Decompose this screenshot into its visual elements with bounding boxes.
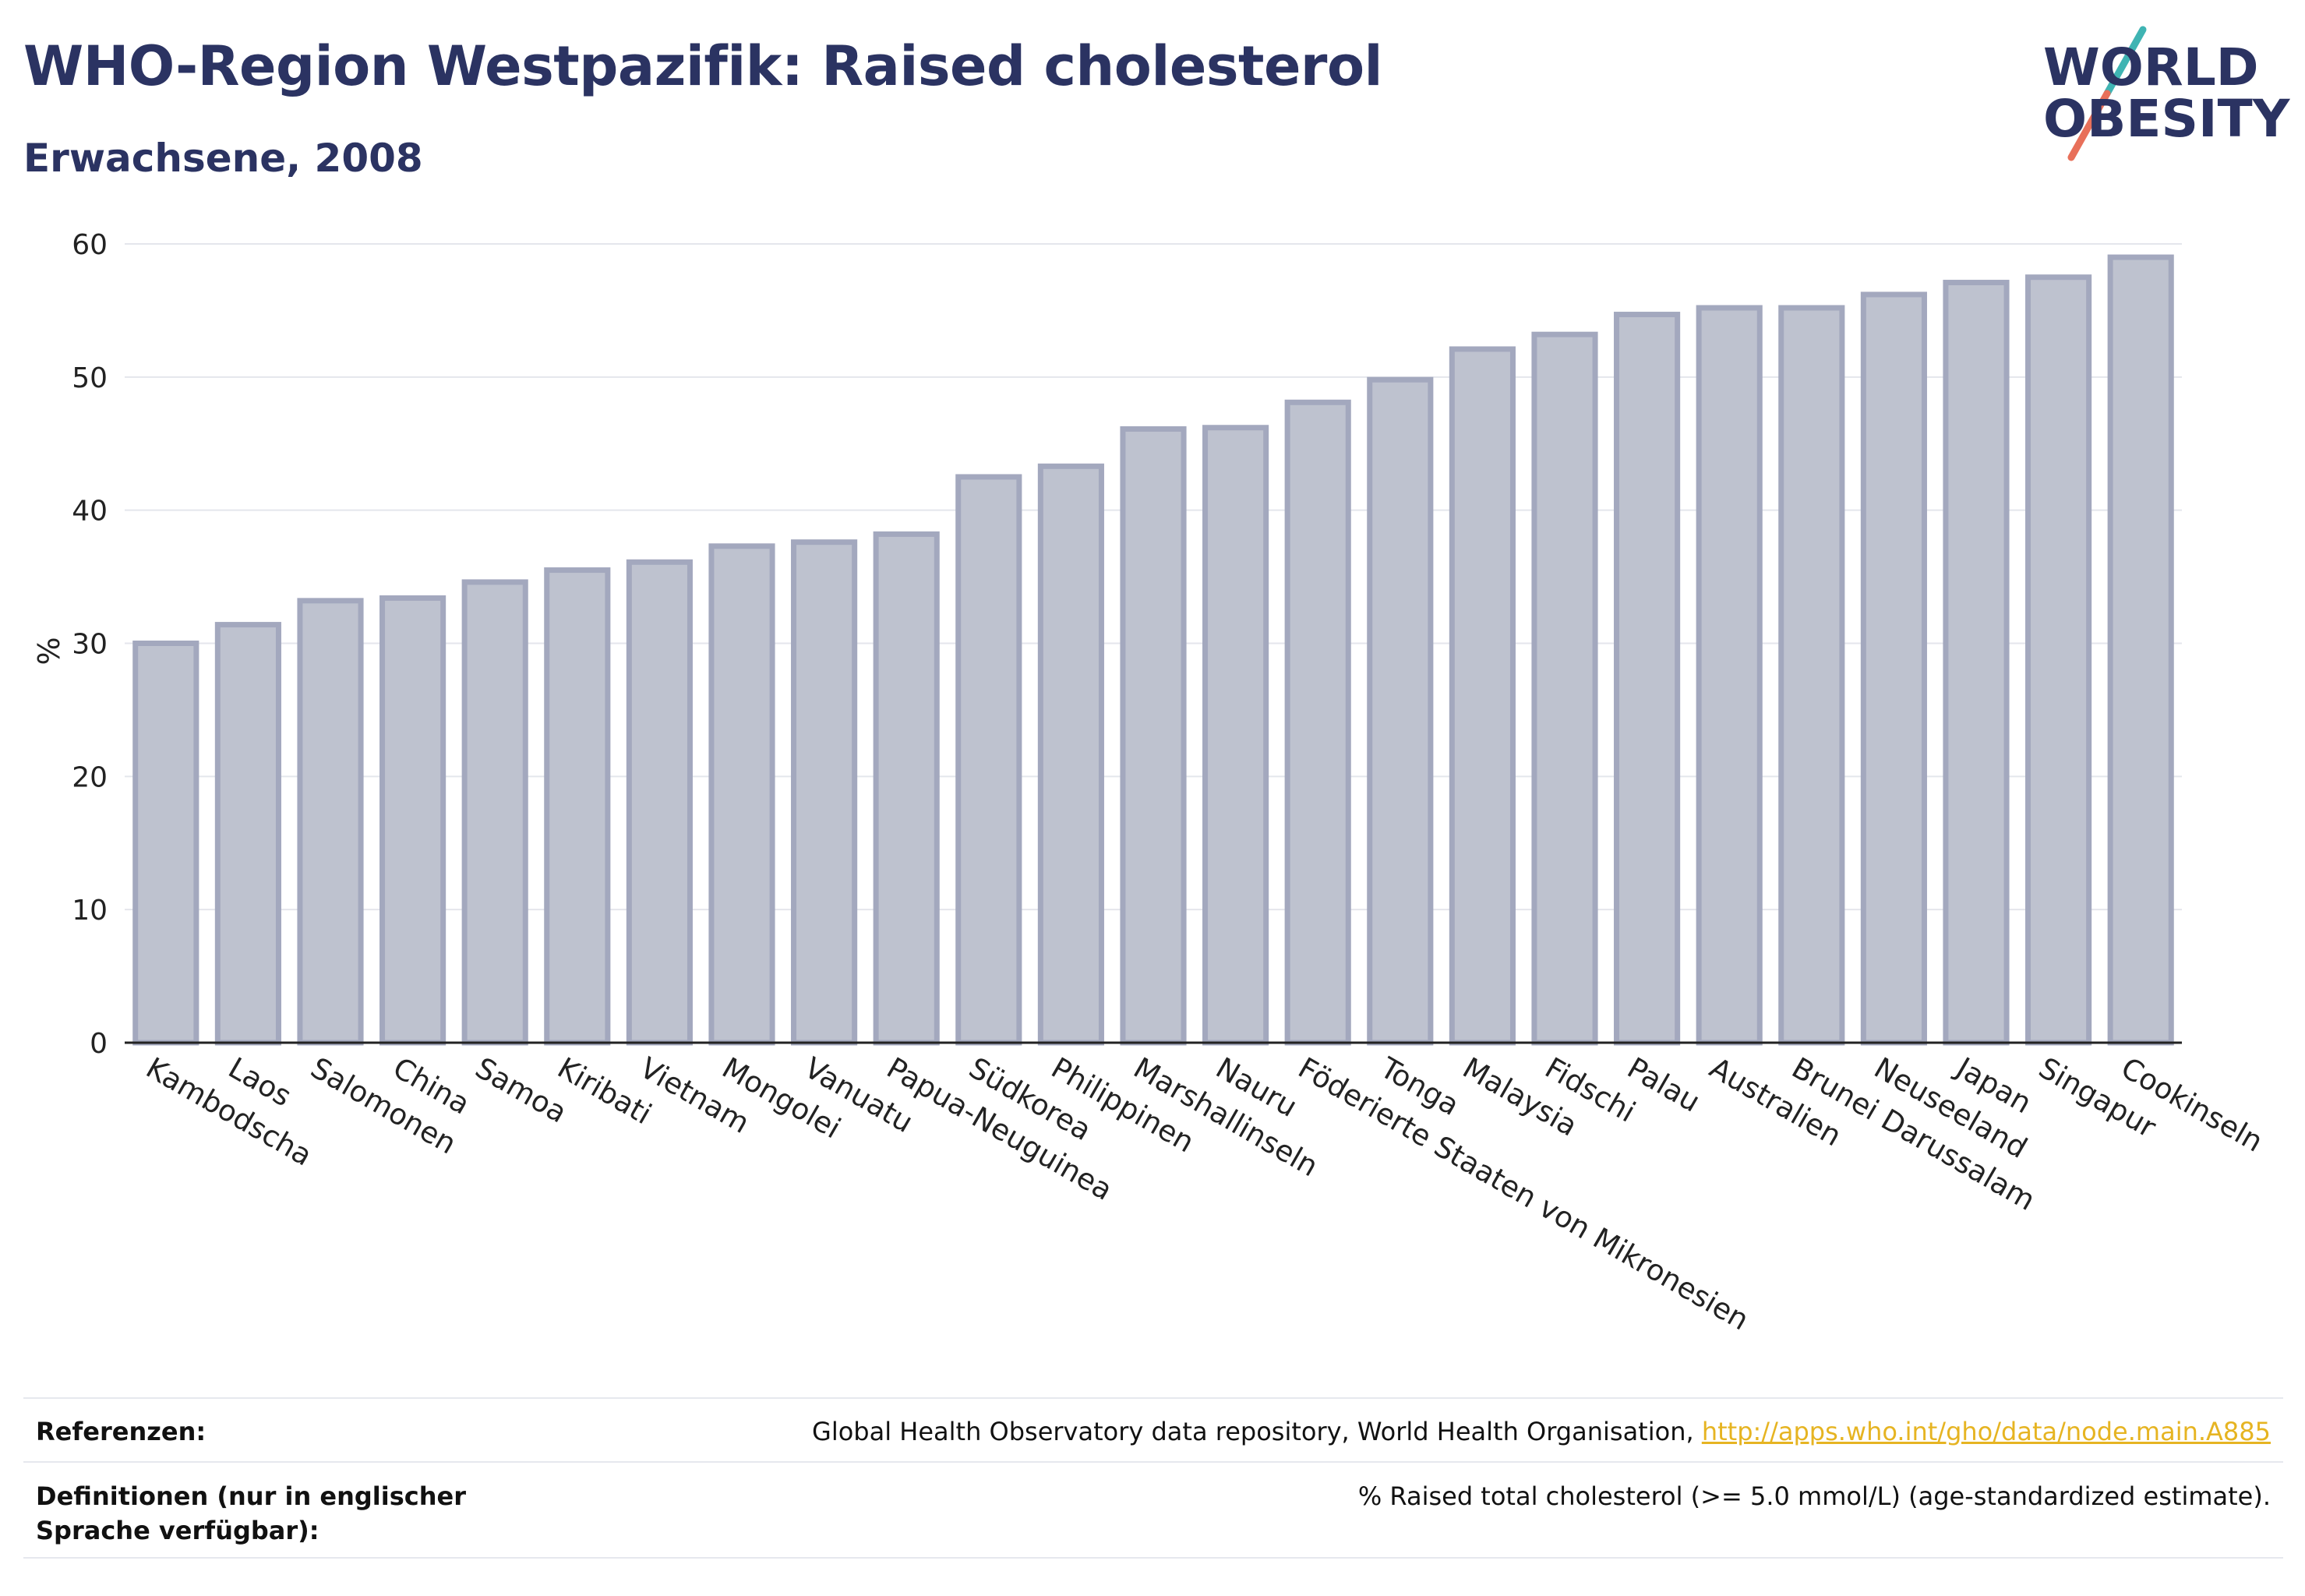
bar[interactable] [132,641,199,1046]
bar[interactable] [379,595,447,1046]
bar[interactable] [297,598,364,1046]
definitions-label: Definitionen (nur in englischer Sprache … [36,1481,466,1545]
world-obesity-logo: WORLD OBESITY [2026,23,2291,164]
footer-divider-bottom [23,1557,2283,1559]
bar[interactable] [626,559,693,1046]
references-link[interactable]: http://apps.who.int/gho/data/node.main.A… [1701,1417,2271,1446]
references-value: Global Health Observatory data repositor… [812,1414,2271,1449]
y-tick-label: 20 [72,761,108,793]
bar[interactable] [1120,425,1187,1046]
definitions-value: % Raised total cholesterol (>= 5.0 mmol/… [1357,1481,2271,1511]
x-tick-label: Kiribati [552,1051,657,1132]
chart-title: WHO-Region Westpazifik: Raised cholester… [23,34,1383,98]
chart-subtitle: Erwachsene, 2008 [23,136,423,181]
bar[interactable] [1696,305,1763,1046]
bar[interactable] [2025,274,2092,1046]
y-tick-label: 30 [72,629,108,661]
bar[interactable] [1449,346,1516,1046]
bar[interactable] [2107,254,2174,1046]
x-tick-label: Samoa [470,1051,573,1130]
bar[interactable] [1778,305,1845,1046]
bar[interactable] [1860,291,1927,1046]
bar[interactable] [214,622,281,1046]
y-tick-label: 40 [72,496,108,528]
logo-line-2: OBESITY [2043,89,2290,149]
y-axis-label: % [32,637,66,665]
bar[interactable] [1367,376,1434,1046]
references-label: Referenzen: [36,1417,206,1446]
bar[interactable] [1202,425,1269,1046]
bar[interactable] [1943,280,2010,1046]
y-tick-label: 50 [72,362,108,394]
logo-line-1: WORLD [2043,37,2259,97]
references-text: Global Health Observatory data repositor… [812,1417,1702,1446]
bar[interactable] [1531,331,1598,1046]
bar[interactable] [708,543,775,1046]
bar[interactable] [873,531,940,1046]
bar[interactable] [544,567,611,1046]
bar[interactable] [461,579,528,1046]
bar[interactable] [1284,399,1351,1046]
footer-divider-top [23,1397,2283,1399]
logo-slash-icon [2067,26,2147,161]
bar[interactable] [1614,312,1681,1046]
y-tick-label: 60 [72,229,108,261]
bar[interactable] [955,474,1022,1046]
footer-divider-middle [23,1461,2283,1463]
bar[interactable] [791,539,858,1046]
y-tick-label: 0 [90,1028,108,1060]
bar[interactable] [1037,463,1104,1046]
y-tick-label: 10 [72,895,108,927]
